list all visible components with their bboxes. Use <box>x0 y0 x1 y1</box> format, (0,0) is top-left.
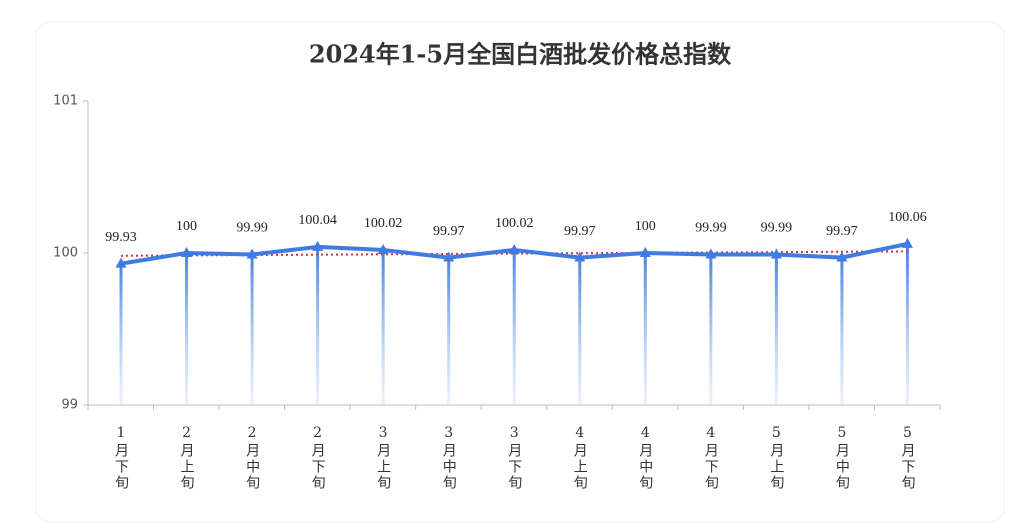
drop-line <box>381 249 385 405</box>
chart-title: 2024年1-5月全国白酒批发价格总指数 <box>309 40 732 69</box>
x-tick-label: 2月下旬 <box>310 425 326 491</box>
drop-line <box>447 257 451 405</box>
marker <box>508 243 520 254</box>
y-tick-label: 100 <box>53 246 78 261</box>
value-label: 100.02 <box>364 216 403 231</box>
x-tick-label: 5月下旬 <box>899 425 915 491</box>
drop-line <box>905 243 909 405</box>
drop-line <box>250 254 254 405</box>
drop-line <box>709 254 713 405</box>
marker <box>901 237 913 248</box>
marker <box>246 248 258 259</box>
value-label: 100 <box>635 219 656 234</box>
value-label: 99.99 <box>695 221 727 236</box>
value-label: 99.99 <box>236 221 268 236</box>
x-tick-label: 2月中旬 <box>244 425 260 491</box>
y-tick-label: 101 <box>53 94 78 109</box>
marker <box>377 243 389 254</box>
value-label: 100 <box>176 219 197 234</box>
x-tick-label: 3月上旬 <box>375 425 391 491</box>
value-label: 99.99 <box>761 221 793 236</box>
marker <box>443 251 455 262</box>
drop-line <box>840 257 844 405</box>
x-tick-label: 5月上旬 <box>768 425 784 491</box>
marker <box>770 248 782 259</box>
value-label: 99.97 <box>826 224 858 239</box>
drop-line <box>316 246 320 405</box>
x-tick-label: 4月上旬 <box>572 425 588 491</box>
marker <box>639 247 651 257</box>
x-tick-label: 2月上旬 <box>179 425 195 491</box>
value-label: 100.04 <box>298 213 337 228</box>
drop-line <box>185 253 189 405</box>
marker <box>705 248 717 259</box>
marker <box>574 251 586 262</box>
marker <box>115 257 127 268</box>
value-label: 99.97 <box>433 224 465 239</box>
x-tick-label: 1月下旬 <box>113 425 129 491</box>
value-label: 100.06 <box>888 210 927 225</box>
value-label: 99.93 <box>105 230 137 245</box>
drop-line <box>774 254 778 405</box>
value-label: 99.97 <box>564 224 596 239</box>
marker <box>312 240 324 251</box>
panel <box>35 21 1005 523</box>
marker <box>836 251 848 262</box>
value-label: 100.02 <box>495 216 534 231</box>
x-tick-label: 4月下旬 <box>703 425 719 491</box>
y-tick-label: 99 <box>61 398 78 413</box>
drop-line <box>119 263 123 405</box>
x-tick-label: 5月中旬 <box>834 425 850 491</box>
drop-line <box>643 253 647 405</box>
x-tick-label: 3月下旬 <box>506 425 522 491</box>
marker <box>181 247 193 257</box>
x-tick-label: 4月中旬 <box>637 425 653 491</box>
drop-line <box>512 249 516 405</box>
x-tick-label: 3月中旬 <box>441 425 457 491</box>
drop-line <box>578 257 582 405</box>
